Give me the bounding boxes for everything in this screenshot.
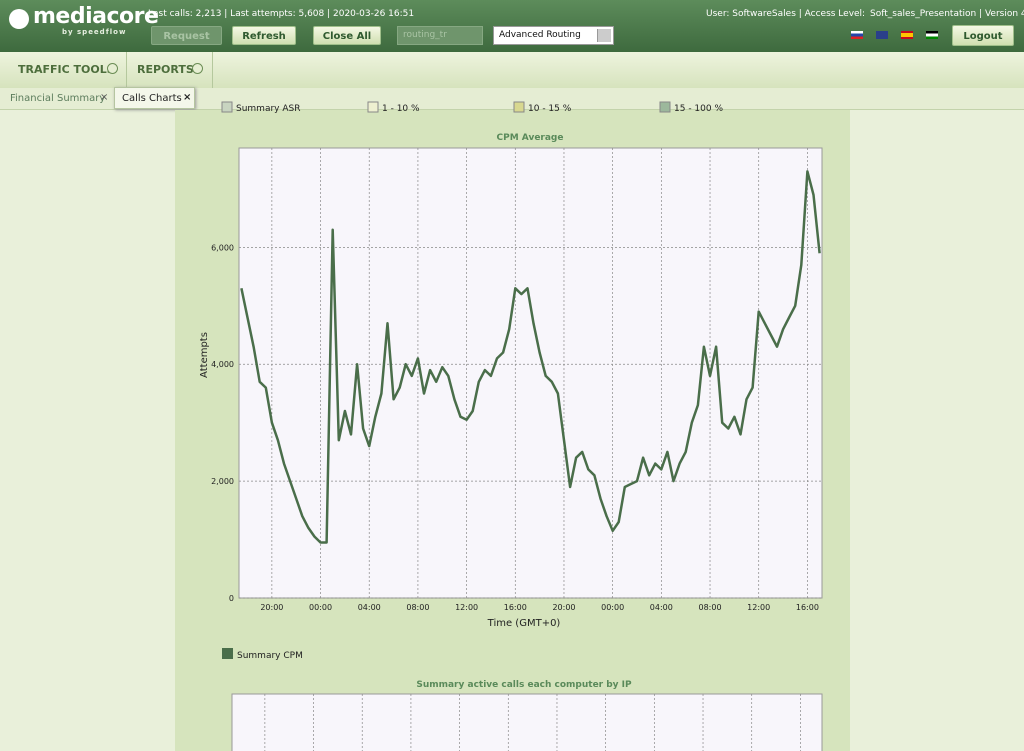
logo-sub: by speedflow	[62, 28, 127, 36]
tab-calls-charts[interactable]: Calls Charts	[122, 93, 182, 104]
top-legend-swatch	[367, 101, 379, 113]
x-tick-label: 08:00	[698, 603, 721, 612]
y-tick-label: 6,000	[211, 243, 234, 252]
logout-button[interactable]: Logout	[952, 25, 1014, 46]
legend-swatch	[222, 648, 233, 659]
menu-arrow[interactable]	[107, 63, 118, 74]
x-tick-label: 00:00	[601, 603, 624, 612]
flag-uk[interactable]	[876, 31, 888, 39]
menu-separator	[126, 52, 127, 88]
mode-select[interactable]: Advanced Routing	[493, 26, 614, 45]
top-legend-label: 15 - 100 %	[674, 104, 723, 114]
profile-text: Soft_sales_Presentation | Version 4.5	[870, 9, 1024, 19]
x-tick-label: 16:00	[796, 603, 819, 612]
second-plot-area	[231, 693, 823, 751]
menu-arrow[interactable]	[192, 63, 203, 74]
status-text: Last calls: 2,213 | Last attempts: 5,608…	[148, 9, 415, 19]
x-tick-label: 16:00	[504, 603, 527, 612]
tab-financial-summary[interactable]: Financial Summary	[10, 93, 106, 104]
top-legend-swatch	[513, 101, 525, 113]
top-legend-label: 10 - 15 %	[528, 104, 572, 114]
active-tab[interactable]	[114, 87, 195, 109]
tab-close[interactable]: ×	[100, 92, 109, 103]
top-legend-swatch	[659, 101, 671, 113]
legend-label: Summary CPM	[237, 651, 303, 661]
logo: mediacore	[33, 4, 159, 29]
top-legend-swatch	[221, 101, 233, 113]
refresh-button[interactable]: Refresh	[232, 26, 296, 45]
tab-bar	[0, 88, 1024, 110]
menu-reports[interactable]: REPORTS	[137, 63, 194, 76]
flag-ru[interactable]	[851, 31, 863, 39]
menu-separator	[212, 52, 213, 88]
y-axis-label: Attempts	[199, 332, 210, 378]
menu-traffic-tools[interactable]: TRAFFIC TOOLS	[18, 63, 115, 76]
y-tick-label: 2,000	[211, 477, 234, 486]
second-chart-title: Summary active calls each computer by IP	[416, 680, 632, 690]
close-all-button[interactable]: Close All	[313, 26, 381, 45]
top-legend-label: 1 - 10 %	[382, 104, 420, 114]
x-tick-label: 20:00	[552, 603, 575, 612]
routing-select[interactable]: routing_tr	[397, 26, 483, 45]
flag-es[interactable]	[901, 31, 913, 39]
x-tick-label: 12:00	[747, 603, 770, 612]
x-tick-label: 04:00	[650, 603, 673, 612]
chart-title: CPM Average	[497, 133, 564, 143]
x-tick-label: 08:00	[406, 603, 429, 612]
x-tick-label: 20:00	[260, 603, 283, 612]
request-button[interactable]: Request	[151, 26, 222, 45]
flag-ps[interactable]	[926, 31, 938, 39]
logo-icon	[9, 9, 29, 29]
tab-close[interactable]: ×	[183, 92, 192, 103]
y-tick-label: 0	[229, 594, 234, 603]
data-line	[240, 170, 821, 544]
select-arrow[interactable]	[597, 29, 611, 42]
x-axis-label: Time (GMT+0)	[487, 618, 561, 629]
y-tick-label: 4,000	[211, 360, 234, 369]
user-text: User: SoftwareSales | Access Level:	[706, 9, 866, 19]
x-tick-label: 12:00	[455, 603, 478, 612]
x-tick-label: 04:00	[358, 603, 381, 612]
top-legend-label: Summary ASR	[236, 104, 300, 114]
x-tick-label: 00:00	[309, 603, 332, 612]
